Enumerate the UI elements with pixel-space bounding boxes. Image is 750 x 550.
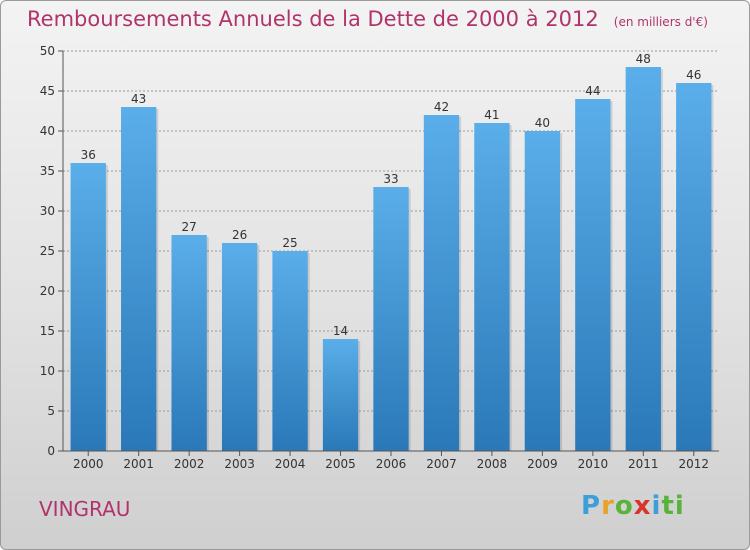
- y-tick-label: 35: [40, 164, 55, 178]
- bar-value-label: 33: [383, 172, 398, 186]
- proxiti-logo: Proxiti: [581, 491, 685, 521]
- chart-title: Remboursements Annuels de la Dette de 20…: [27, 7, 708, 31]
- logo-letter: ti: [661, 491, 685, 521]
- bar: [221, 243, 258, 451]
- x-tick-label: 2002: [174, 457, 205, 471]
- bar-value-label: 43: [131, 92, 146, 106]
- bar: [272, 251, 308, 451]
- logo-letter: r: [601, 491, 615, 521]
- bar: [474, 123, 510, 451]
- y-tick-label: 45: [40, 84, 55, 98]
- y-tick-label: 15: [40, 324, 55, 338]
- y-tick-label: 5: [47, 404, 55, 418]
- logo-letter: P: [581, 491, 602, 521]
- bar: [423, 115, 460, 451]
- y-tick-label: 10: [40, 364, 55, 378]
- chart-title-unit: (en milliers d'€): [613, 15, 708, 29]
- commune-name: VINGRAU: [39, 497, 131, 521]
- x-tick-label: 2005: [325, 457, 356, 471]
- bar-value-label: 40: [535, 116, 550, 130]
- chart-title-main: Remboursements Annuels de la Dette de 20…: [27, 7, 599, 31]
- bar: [121, 107, 157, 451]
- bar-value-label: 26: [232, 228, 247, 242]
- y-tick-label: 25: [40, 244, 55, 258]
- bar-value-label: 41: [484, 108, 499, 122]
- bar-value-label: 48: [636, 52, 651, 66]
- bar-value-label: 46: [686, 68, 701, 82]
- bar-value-label: 36: [81, 148, 96, 162]
- x-tick-label: 2006: [376, 457, 407, 471]
- bar: [171, 235, 207, 451]
- bar: [575, 99, 611, 451]
- bar: [676, 83, 712, 451]
- x-tick-label: 2001: [123, 457, 154, 471]
- bar: [70, 163, 106, 451]
- x-tick-label: 2010: [578, 457, 609, 471]
- bar-value-label: 44: [585, 84, 600, 98]
- y-tick-label: 0: [47, 444, 55, 458]
- bar: [322, 339, 359, 451]
- x-tick-label: 2003: [224, 457, 255, 471]
- bar-value-label: 14: [333, 324, 348, 338]
- bar-value-label: 25: [282, 236, 297, 250]
- x-tick-label: 2000: [73, 457, 104, 471]
- x-tick-label: 2004: [275, 457, 306, 471]
- x-tick-label: 2008: [477, 457, 508, 471]
- bar: [625, 67, 661, 451]
- x-tick-label: 2011: [628, 457, 659, 471]
- bar-layer: 36 43 27 26 25 14 33 42 41 40 44 48 46: [70, 52, 714, 451]
- logo-letter: o: [614, 491, 634, 521]
- axis-layer: 0 5 10 15 20 25 30 35 40 45 50 2000 2001 2002 2003 2004…: [40, 44, 719, 471]
- bar: [373, 187, 409, 451]
- x-tick-label: 2007: [426, 457, 457, 471]
- y-tick-label: 20: [40, 284, 55, 298]
- bar: [524, 131, 561, 451]
- y-tick-label: 30: [40, 204, 55, 218]
- bar-value-label: 27: [182, 220, 197, 234]
- x-tick-label: 2009: [527, 457, 558, 471]
- x-tick-label: 2012: [678, 457, 709, 471]
- bar-value-label: 42: [434, 100, 449, 114]
- y-tick-label: 40: [40, 124, 55, 138]
- logo-letter: i: [651, 491, 662, 521]
- logo-letter: x: [633, 491, 652, 521]
- y-tick-label: 50: [40, 44, 55, 58]
